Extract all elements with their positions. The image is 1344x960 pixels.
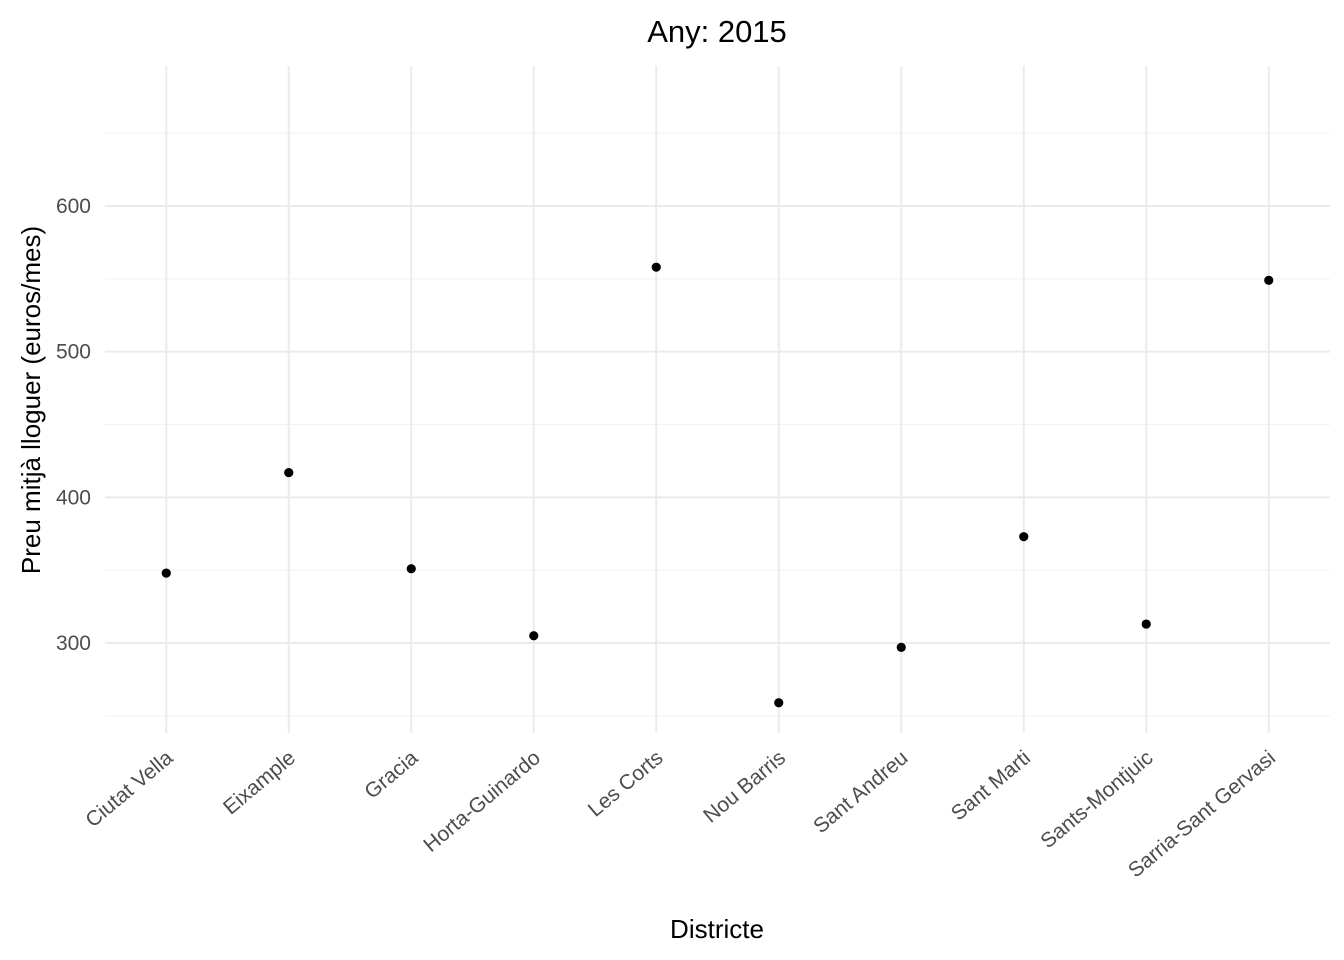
- data-point: [161, 568, 171, 578]
- grid-lines: [105, 66, 1330, 733]
- data-point: [651, 262, 661, 272]
- x-tick-label: Horta-Guinardo: [419, 746, 545, 857]
- data-point: [406, 564, 416, 574]
- data-point: [1141, 619, 1151, 629]
- y-tick-label: 600: [56, 195, 91, 218]
- chart-title: Any: 2015: [647, 14, 787, 49]
- x-axis-title: Districte: [670, 914, 764, 944]
- x-tick-label: Sant Andreu: [809, 746, 912, 838]
- x-tick-label: Sants-Montjuic: [1036, 746, 1157, 853]
- y-tick-labels: 300 400 500 600: [56, 195, 91, 655]
- data-point: [284, 467, 294, 478]
- data-point: [896, 642, 906, 652]
- data-point: [1264, 275, 1274, 285]
- x-tick-label: Gracia: [360, 746, 422, 804]
- x-tick-label: Sant Marti: [947, 746, 1035, 825]
- x-tick-label: Les Corts: [584, 746, 668, 821]
- y-tick-label: 400: [56, 486, 91, 509]
- x-tick-labels: Ciutat Vella Eixample GraciaHorta-Guinardo…: [81, 746, 1280, 882]
- data-points: [161, 262, 1274, 708]
- x-tick-label: Eixample: [219, 746, 300, 819]
- data-point: [774, 698, 784, 708]
- data-point: [1019, 532, 1029, 542]
- y-axis-title: Preu mitjà lloguer (euros/mes): [16, 226, 46, 574]
- data-point: [529, 631, 539, 641]
- x-tick-label: Nou Barris: [699, 746, 790, 827]
- y-tick-label: 300: [56, 632, 91, 655]
- y-tick-label: 500: [56, 341, 91, 364]
- x-tick-label: Ciutat Vella: [81, 746, 177, 832]
